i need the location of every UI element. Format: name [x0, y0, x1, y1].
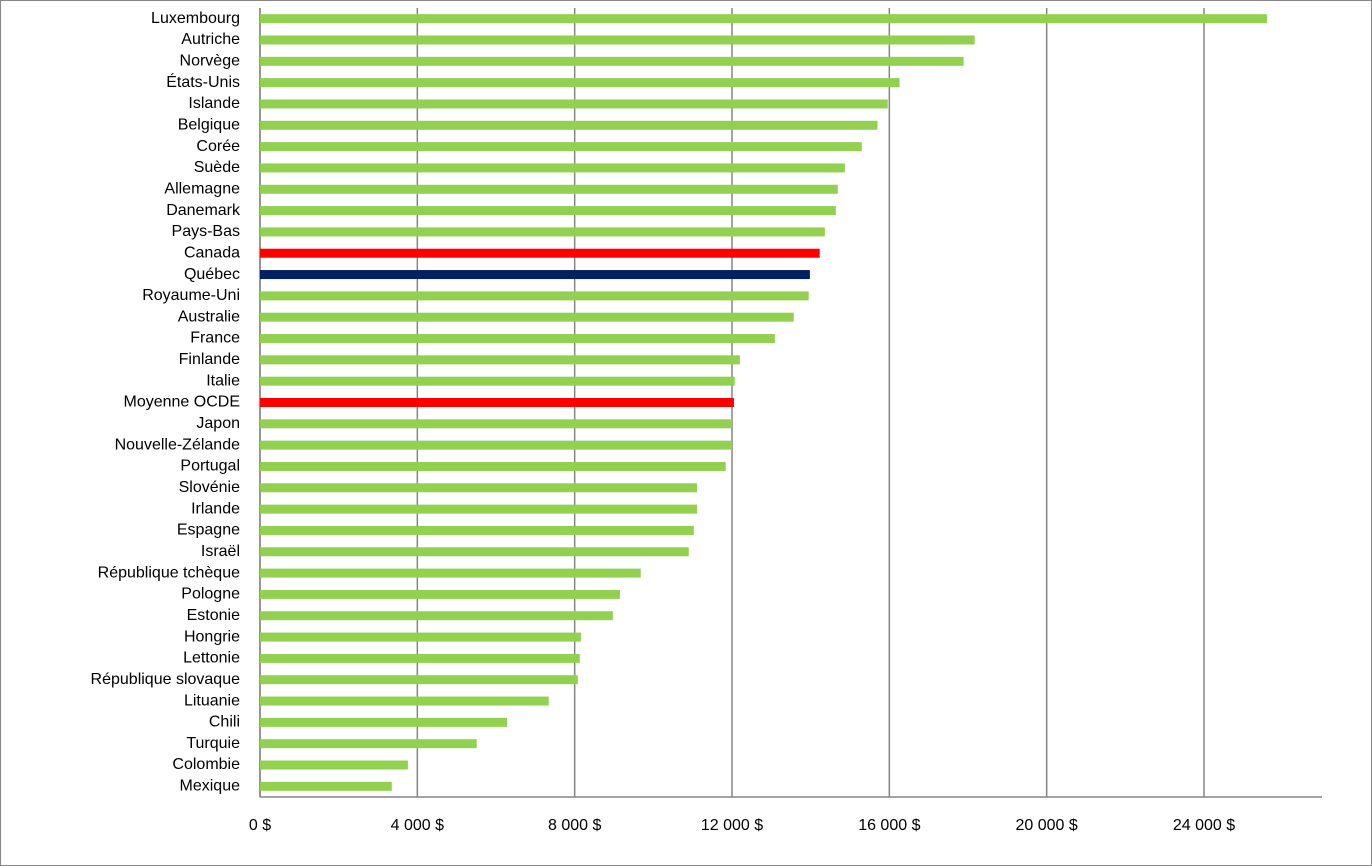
y-tick-label: Mexique: [180, 778, 241, 795]
y-tick-label: Irlande: [191, 500, 240, 517]
x-tick-label: 24 000 $: [1173, 817, 1235, 834]
y-tick-label: Israël: [201, 543, 240, 560]
bar: [260, 440, 732, 450]
y-tick-label: Hongrie: [184, 628, 240, 645]
y-tick-label: République tchèque: [98, 564, 240, 581]
bar: [260, 504, 697, 514]
bar: [260, 270, 810, 280]
y-tick-label: Estonie: [187, 607, 240, 624]
bar: [260, 760, 408, 770]
bar: [260, 184, 838, 194]
bar: [260, 78, 900, 88]
x-tick-label: 20 000 $: [1016, 817, 1078, 834]
bar: [260, 398, 734, 407]
bar: [260, 142, 862, 152]
y-tick-label: Canada: [184, 244, 240, 261]
y-tick-label: Autriche: [181, 31, 240, 48]
bar: [260, 739, 477, 749]
bar: [260, 334, 775, 344]
bar: [260, 717, 508, 727]
bar: [260, 35, 975, 45]
y-tick-label: Pologne: [181, 586, 240, 603]
bar: [260, 675, 578, 685]
y-tick-label: Pays-Bas: [172, 223, 240, 240]
bar: [260, 312, 794, 322]
bar: [260, 547, 689, 557]
y-tick-label: République slovaque: [91, 671, 241, 688]
bar: [260, 248, 820, 258]
bar: [260, 632, 581, 642]
bar: [260, 483, 697, 493]
bar: [260, 568, 641, 578]
bar: [260, 355, 740, 365]
bar: [260, 696, 549, 706]
bar: [260, 653, 580, 663]
x-tick-label: 4 000 $: [391, 817, 444, 834]
y-tick-label: Royaume-Uni: [142, 287, 240, 304]
y-tick-label: Colombie: [172, 756, 240, 773]
y-tick-label: Luxembourg: [151, 10, 240, 27]
x-tick-label: 12 000 $: [701, 817, 763, 834]
y-tick-label: Belgique: [178, 117, 240, 134]
x-tick-label: 8 000 $: [548, 817, 601, 834]
y-tick-label: Nouvelle-Zélande: [115, 436, 241, 453]
bar: [260, 120, 878, 130]
y-tick-label: États-Unis: [166, 72, 240, 91]
x-tick-label: 0 $: [249, 817, 271, 834]
bar: [260, 56, 964, 66]
y-tick-label: Turquie: [186, 735, 240, 752]
y-tick-label: Allemagne: [164, 180, 240, 197]
bar: [260, 461, 726, 471]
y-tick-label: Québec: [184, 266, 240, 283]
bar: [260, 206, 836, 216]
y-tick-label: France: [190, 330, 240, 347]
y-tick-label: Lituanie: [184, 692, 240, 709]
y-tick-label: Lettonie: [183, 650, 240, 667]
bar: [260, 291, 809, 301]
y-tick-label: Corée: [196, 138, 240, 155]
y-tick-label: Danemark: [166, 202, 241, 219]
bar: [260, 419, 732, 429]
bar: [260, 589, 620, 599]
bar: [260, 14, 1267, 24]
y-tick-label: Espagne: [177, 522, 240, 539]
y-tick-label: Chili: [209, 714, 240, 731]
bar: [260, 99, 888, 109]
bar: [260, 376, 735, 386]
y-tick-label: Suède: [194, 159, 240, 176]
x-tick-label: 16 000 $: [858, 817, 920, 834]
y-tick-label: Portugal: [180, 458, 240, 475]
y-tick-label: Moyenne OCDE: [124, 394, 241, 411]
bar: [260, 781, 392, 791]
y-tick-label: Finlande: [179, 351, 240, 368]
y-tick-label: Italie: [206, 372, 240, 389]
bar: [260, 525, 694, 535]
y-tick-label: Australie: [178, 308, 240, 325]
bar: [260, 227, 825, 237]
bar: [260, 163, 845, 173]
y-tick-label: Islande: [188, 95, 240, 112]
y-tick-label: Japon: [196, 415, 240, 432]
bar: [260, 611, 613, 621]
y-tick-label: Slovénie: [179, 479, 240, 496]
y-tick-label: Norvège: [180, 53, 241, 70]
